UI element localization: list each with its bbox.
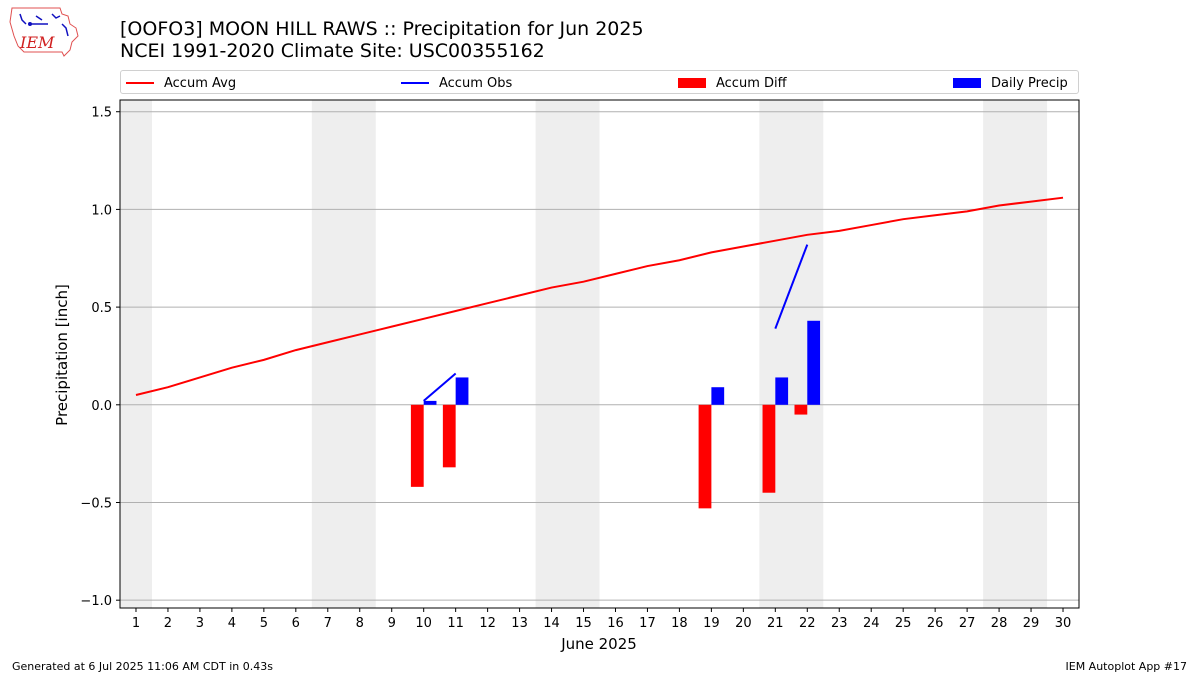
legend-swatch-accum-avg — [126, 82, 154, 84]
y-tick-label-1: −0.5 — [80, 496, 112, 511]
x-tick-label-24: 24 — [863, 616, 880, 631]
x-tick-label-14: 14 — [543, 616, 560, 631]
grid-lines — [120, 111, 1079, 601]
accum-obs-line-0 — [423, 372, 457, 402]
y-tick-label-3: 0.5 — [91, 301, 112, 316]
legend-label-accum-obs: Accum Obs — [439, 75, 513, 91]
x-axis-label: June 2025 — [560, 635, 637, 653]
x-tick-label-17: 17 — [639, 616, 656, 631]
x-tick-label-23: 23 — [831, 616, 848, 631]
accum-diff-bar-22 — [794, 404, 808, 415]
lines — [135, 196, 1064, 402]
y-tick-label-4: 1.0 — [91, 203, 112, 218]
weekend-band-0 — [120, 100, 152, 608]
y-tick-label-2: 0.0 — [91, 399, 112, 414]
legend-item-accum-obs: Accum Obs — [401, 74, 512, 92]
legend-swatch-daily-precip — [953, 78, 981, 88]
x-tick-label-18: 18 — [671, 616, 688, 631]
y-tick-label-0: −1.0 — [80, 594, 112, 609]
x-tick-label-19: 19 — [703, 616, 720, 631]
x-tick-label-1: 1 — [132, 616, 140, 631]
accum-diff-bar-21 — [762, 404, 776, 493]
daily-precip-bar-19 — [711, 387, 725, 405]
x-tick-label-21: 21 — [767, 616, 784, 631]
plot-frame — [119, 99, 1080, 609]
legend-item-daily-precip: Daily Precip — [953, 74, 1068, 92]
x-tick-label-6: 6 — [292, 616, 300, 631]
legend-item-accum-diff: Accum Diff — [678, 74, 787, 92]
x-tick-label-2: 2 — [164, 616, 172, 631]
x-tick-label-20: 20 — [735, 616, 752, 631]
chart-subtitle: NCEI 1991-2020 Climate Site: USC00355162 — [120, 40, 545, 62]
x-tick-label-28: 28 — [991, 616, 1008, 631]
x-tick-label-4: 4 — [228, 616, 236, 631]
x-tick-label-11: 11 — [447, 616, 464, 631]
chart-title: [OOFO3] MOON HILL RAWS :: Precipitation … — [120, 18, 644, 40]
x-tick-label-13: 13 — [511, 616, 528, 631]
accum-obs-line-1 — [774, 244, 809, 329]
legend-item-accum-avg: Accum Avg — [126, 74, 236, 92]
x-tick-label-30: 30 — [1055, 616, 1072, 631]
x-tick-label-16: 16 — [607, 616, 624, 631]
daily-precip-bar-21 — [775, 377, 789, 405]
logo-text: IEM — [19, 33, 55, 52]
accum-diff-bar-19 — [698, 404, 712, 509]
y-axis-label: Precipitation [inch] — [53, 284, 71, 426]
x-axis-ticks: 1 2 3 4 5 6 7 8 9 10 11 12 13 14 15 16 17 18 19 20 21 22 23 24 2… — [132, 608, 1071, 631]
footer-generated: Generated at 6 Jul 2025 11:06 AM CDT in … — [12, 660, 273, 673]
x-tick-label-9: 9 — [388, 616, 396, 631]
iem-logo: IEM — [9, 7, 79, 57]
legend: Accum Avg Accum Obs Accum Diff Daily Pre… — [120, 70, 1079, 94]
bars — [410, 320, 821, 509]
weekend-band-1 — [311, 100, 376, 608]
daily-precip-bar-22 — [807, 320, 821, 405]
legend-swatch-accum-diff — [678, 78, 706, 88]
x-tick-label-15: 15 — [575, 616, 592, 631]
x-tick-label-26: 26 — [927, 616, 944, 631]
weekend-band-2 — [535, 100, 600, 608]
y-axis-ticks: −1.0 −0.5 0.0 0.5 1.0 1.5 — [80, 106, 120, 609]
legend-label-accum-avg: Accum Avg — [164, 75, 237, 91]
daily-precip-bar-11 — [455, 377, 469, 405]
accum-avg-line — [135, 196, 1064, 397]
legend-swatch-accum-obs — [401, 82, 429, 84]
weekend-band-4 — [983, 100, 1048, 608]
footer-app: IEM Autoplot App #17 — [1065, 660, 1188, 673]
x-tick-label-12: 12 — [479, 616, 496, 631]
y-tick-label-5: 1.5 — [91, 106, 112, 121]
x-tick-label-7: 7 — [324, 616, 332, 631]
x-tick-label-3: 3 — [196, 616, 204, 631]
accum-diff-bar-10 — [410, 404, 424, 487]
x-tick-label-10: 10 — [415, 616, 432, 631]
daily-precip-bar-10 — [423, 400, 437, 405]
x-tick-label-29: 29 — [1023, 616, 1040, 631]
x-tick-label-8: 8 — [356, 616, 364, 631]
x-tick-label-25: 25 — [895, 616, 912, 631]
weekend-bands — [120, 100, 1048, 608]
legend-label-accum-diff: Accum Diff — [716, 75, 787, 91]
x-tick-label-22: 22 — [799, 616, 816, 631]
legend-label-daily-precip: Daily Precip — [991, 75, 1068, 91]
accum-diff-bar-11 — [442, 404, 456, 468]
x-tick-label-27: 27 — [959, 616, 976, 631]
x-tick-label-5: 5 — [260, 616, 268, 631]
